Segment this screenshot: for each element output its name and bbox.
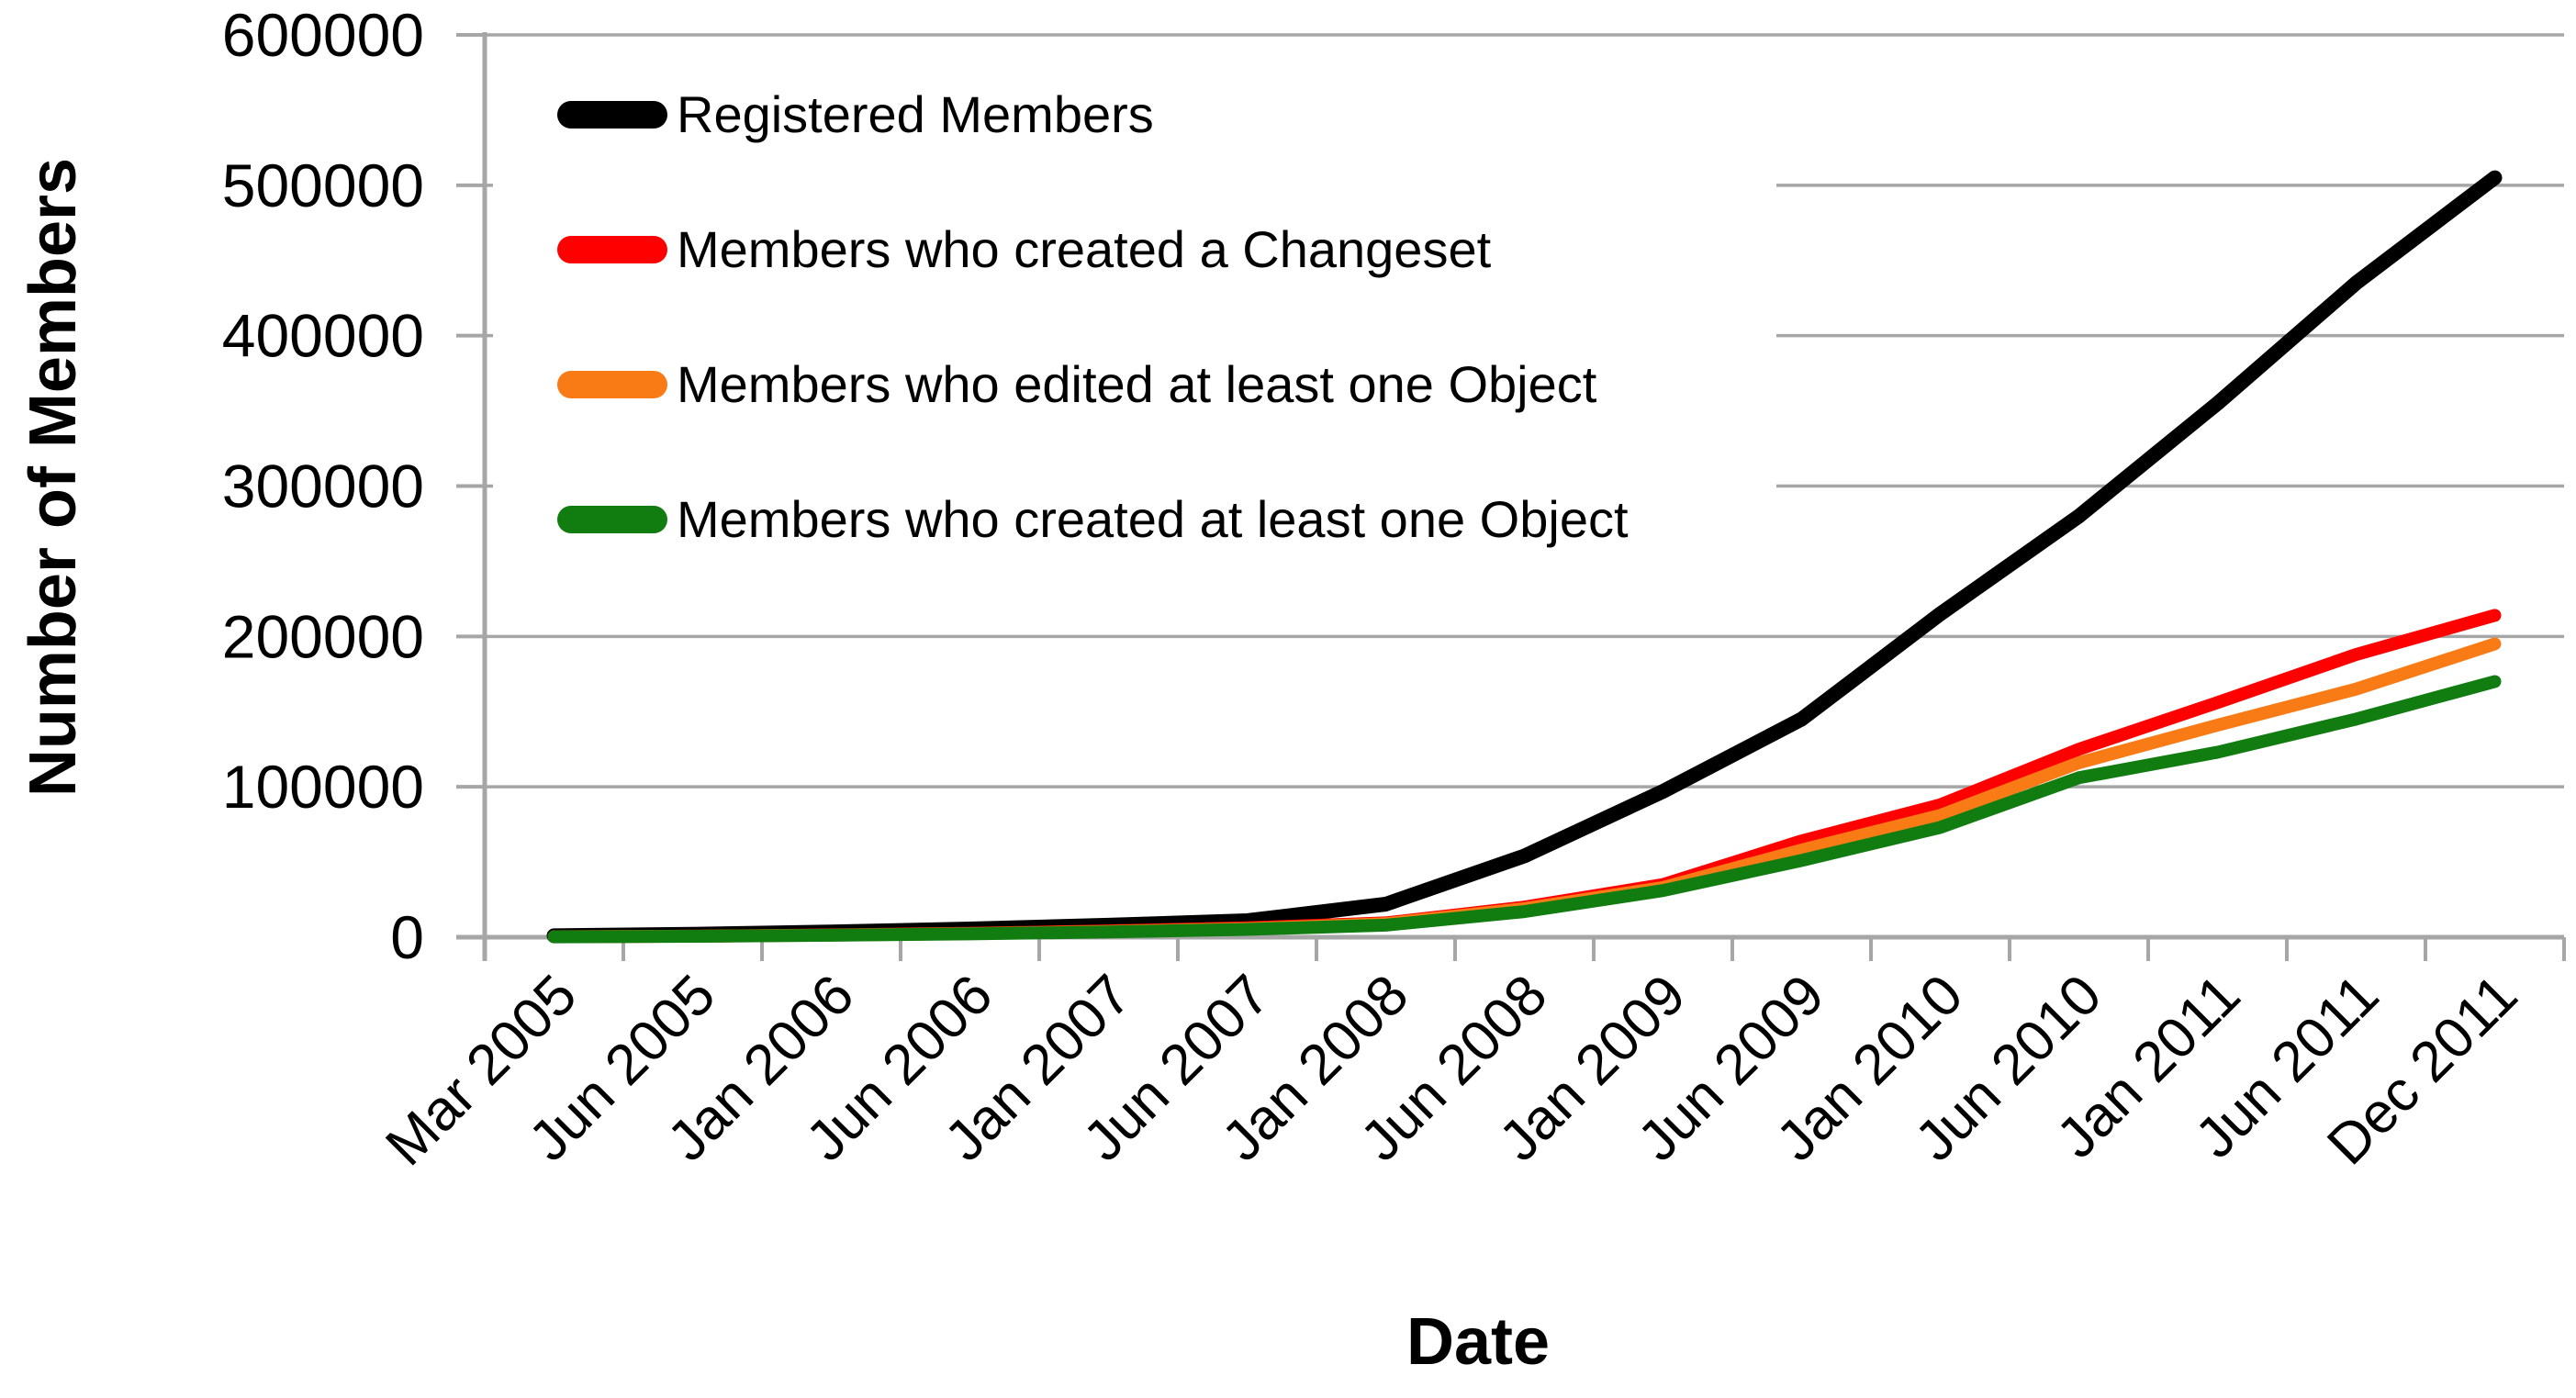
y-axis-title: Number of Members [17,157,90,798]
y-tick-label: 600000 [222,1,424,69]
legend-label: Members who edited at least one Object [677,355,1597,413]
series-line-members-who-created-at-least-one-object [547,675,2502,944]
y-tick-label: 300000 [222,453,424,520]
legend-label: Members who created at least one Object [677,490,1629,548]
y-tick-label: 100000 [222,753,424,821]
legend-label: Registered Members [677,85,1154,143]
series-line-members-who-created-a-changeset [547,609,2502,944]
legend-background [493,81,1776,562]
y-tick-label: 200000 [222,602,424,670]
y-tick-label: 0 [390,903,424,971]
legend-label: Members who created a Changeset [677,220,1492,278]
series-line-members-who-edited-at-least-one-object [547,637,2502,944]
y-tick-label: 400000 [222,302,424,370]
x-axis-title: Date [1406,1305,1551,1379]
y-tick-label: 500000 [222,151,424,219]
